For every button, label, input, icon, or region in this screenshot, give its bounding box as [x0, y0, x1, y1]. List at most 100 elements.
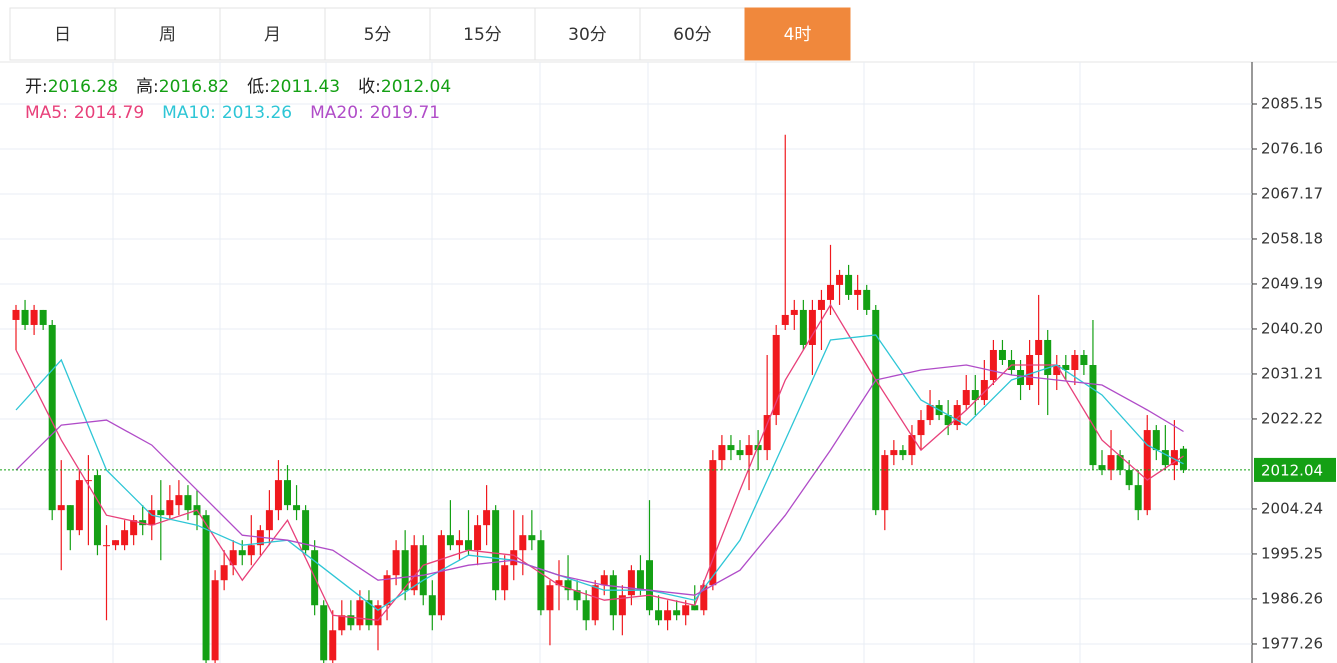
quote-value: 2016.82 [159, 77, 229, 97]
candle-body [1116, 455, 1124, 471]
candle-body [274, 480, 282, 511]
candle-body [962, 390, 970, 406]
tab[interactable] [219, 7, 326, 61]
candle-body [383, 575, 391, 606]
candle-body [1161, 450, 1169, 466]
candle-body [1125, 470, 1133, 486]
quote-label: 低: [247, 77, 270, 97]
candle-body [1071, 354, 1079, 371]
candle-body [890, 450, 898, 456]
legend-value: 2014.79 [74, 103, 144, 123]
candle-body [790, 309, 798, 315]
candle-body [827, 284, 834, 300]
tab[interactable] [9, 7, 116, 61]
ma-line [15, 364, 1184, 596]
candle-body [66, 505, 74, 531]
candle-body [392, 550, 400, 576]
candle-body [374, 605, 382, 626]
candle-body [1062, 365, 1070, 371]
candle-body [75, 480, 83, 531]
candle-body [627, 570, 635, 596]
candle-body [93, 475, 101, 546]
candle-body [808, 309, 816, 345]
candle-body [646, 560, 653, 611]
candle-body [863, 289, 871, 310]
tab[interactable] [534, 7, 641, 61]
candle-body [284, 480, 291, 506]
candle-body [528, 535, 536, 541]
candle-body [727, 445, 735, 451]
candle-body [655, 610, 663, 621]
quote-label: 开: [25, 77, 48, 97]
candle-body [917, 420, 925, 436]
candle-body [700, 585, 708, 611]
legend-label: MA20: [310, 103, 364, 123]
candle-body [446, 535, 454, 546]
tab-label[interactable]: 60分 [673, 25, 712, 45]
candle-body [1080, 354, 1088, 366]
tab[interactable] [744, 7, 851, 61]
tab[interactable] [114, 7, 221, 61]
candle-body [455, 540, 463, 546]
candle-body [600, 575, 608, 586]
candle-body [1026, 354, 1034, 386]
candle-body [474, 525, 482, 551]
tab[interactable] [324, 7, 431, 61]
candle-body [184, 495, 192, 511]
candle-body [582, 600, 590, 621]
candle-body [817, 299, 825, 310]
quote-label: 高: [136, 77, 159, 97]
candle-body [953, 405, 961, 426]
tab-label[interactable]: 周 [159, 25, 176, 45]
y-tick-label: 2004.24 [1261, 499, 1323, 517]
candle-body [908, 435, 916, 456]
candle-body [211, 580, 219, 661]
quote-label: 收: [358, 77, 381, 97]
candle-body [745, 445, 753, 456]
candle-body [546, 585, 554, 611]
tab[interactable] [639, 7, 746, 61]
candle-body [519, 535, 527, 551]
candle-body [57, 505, 65, 511]
candle-body [166, 500, 174, 516]
candle-body [21, 309, 29, 325]
candle-body [1053, 365, 1061, 376]
candle-body [537, 540, 545, 611]
candle-body [39, 309, 47, 325]
candle-body [338, 615, 346, 631]
y-tick-label: 2031.21 [1261, 364, 1323, 382]
candle-body [1107, 455, 1115, 471]
candle-body [410, 545, 418, 591]
tab-label[interactable]: 4时 [784, 25, 812, 45]
candle-body [926, 405, 934, 421]
quote-value: 2016.28 [48, 77, 118, 97]
candle-body [121, 530, 129, 546]
candle-body [1170, 450, 1178, 466]
quote-value: 2012.04 [381, 77, 451, 97]
candle-body [664, 610, 672, 621]
candle-body [265, 510, 273, 531]
candle-body [202, 515, 210, 661]
tab[interactable] [429, 7, 536, 61]
tab-label[interactable]: 15分 [463, 25, 502, 45]
candle-body [465, 540, 472, 551]
ma-line [15, 334, 1184, 611]
tab-label[interactable]: 日 [54, 25, 71, 45]
candle-body [709, 460, 717, 586]
candle-body [944, 415, 952, 426]
y-tick-label: 1995.25 [1261, 544, 1323, 562]
y-tick-label: 2040.20 [1261, 319, 1323, 337]
tab-label[interactable]: 30分 [568, 25, 607, 45]
candle-body [229, 550, 237, 566]
candle-body [112, 540, 120, 546]
candle-body [691, 605, 699, 611]
candle-body [84, 480, 92, 482]
candle-body [175, 495, 183, 506]
candle-body [555, 580, 563, 586]
last-price-tag [1254, 457, 1336, 482]
candle-body [763, 415, 771, 451]
tab-label[interactable]: 5分 [364, 25, 392, 45]
candle-body [1134, 485, 1142, 511]
tab-label[interactable]: 月 [264, 25, 281, 45]
